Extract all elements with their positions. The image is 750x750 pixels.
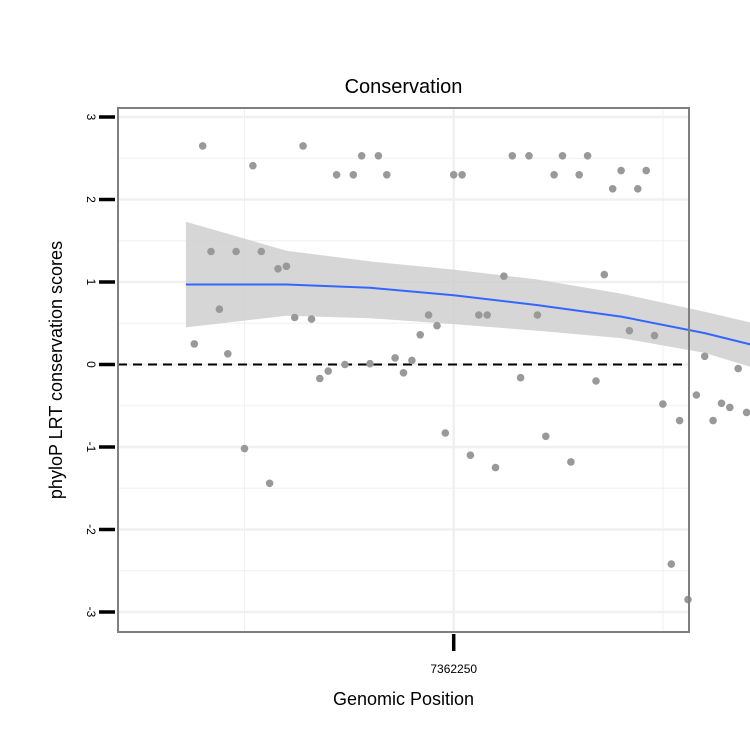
data-point bbox=[600, 270, 609, 279]
data-point bbox=[307, 315, 316, 323]
data-point bbox=[408, 356, 416, 365]
data-point bbox=[500, 272, 508, 281]
data-point bbox=[516, 373, 525, 382]
data-point bbox=[625, 326, 634, 335]
y-tick-label: 2 bbox=[84, 196, 98, 203]
data-point bbox=[249, 161, 257, 170]
data-point bbox=[416, 331, 425, 339]
data-point bbox=[383, 171, 391, 179]
confidence-band bbox=[185, 221, 750, 367]
data-point bbox=[232, 247, 240, 256]
data-point bbox=[207, 247, 215, 256]
data-point bbox=[575, 171, 583, 179]
data-point bbox=[349, 171, 358, 179]
data-point bbox=[433, 321, 441, 330]
x-tick-label: 7362250 bbox=[430, 662, 477, 676]
data-point bbox=[692, 391, 701, 399]
smooth-line-group bbox=[185, 283, 750, 346]
data-point bbox=[508, 152, 517, 160]
y-tick-label: 0 bbox=[84, 361, 98, 368]
data-point bbox=[525, 152, 533, 160]
data-point bbox=[366, 359, 374, 368]
data-point bbox=[483, 311, 492, 319]
data-point bbox=[567, 458, 575, 466]
chart-title: Conservation bbox=[345, 76, 463, 98]
data-point bbox=[449, 171, 458, 179]
data-point bbox=[458, 171, 466, 179]
data-point bbox=[399, 369, 408, 377]
data-point bbox=[357, 152, 366, 160]
data-point bbox=[726, 403, 734, 412]
data-point bbox=[290, 313, 299, 322]
y-tick-label: -1 bbox=[84, 442, 98, 453]
data-point bbox=[274, 265, 282, 273]
data-point bbox=[240, 444, 249, 453]
data-point bbox=[717, 399, 726, 408]
data-point bbox=[466, 451, 475, 460]
data-point bbox=[374, 152, 383, 160]
data-point bbox=[491, 463, 500, 472]
data-point bbox=[558, 152, 567, 160]
data-point bbox=[198, 142, 207, 150]
smooth-line bbox=[185, 283, 750, 346]
data-point bbox=[257, 247, 266, 256]
data-point bbox=[583, 152, 592, 160]
data-point bbox=[190, 340, 199, 348]
data-point bbox=[265, 479, 274, 488]
data-point bbox=[667, 560, 676, 568]
y-axis-title: phyloP LRT conservation scores bbox=[46, 241, 66, 499]
data-point bbox=[592, 377, 600, 385]
data-point bbox=[642, 166, 650, 175]
data-point bbox=[617, 166, 625, 175]
data-point bbox=[608, 185, 617, 193]
data-point bbox=[299, 142, 307, 150]
data-point bbox=[224, 350, 232, 358]
data-point bbox=[341, 360, 349, 369]
data-point bbox=[475, 311, 483, 319]
data-point bbox=[675, 416, 684, 425]
panel-border bbox=[117, 107, 690, 633]
data-point bbox=[215, 305, 224, 314]
data-point bbox=[441, 429, 450, 437]
y-tick-label: 3 bbox=[84, 114, 98, 121]
data-point bbox=[650, 331, 659, 340]
data-point bbox=[709, 416, 717, 425]
data-point bbox=[634, 185, 642, 193]
data-point bbox=[700, 352, 709, 361]
data-point bbox=[550, 171, 558, 179]
data-points-group bbox=[190, 142, 750, 604]
y-tick-label: -2 bbox=[84, 524, 98, 535]
data-point bbox=[742, 408, 750, 417]
confidence-band-group bbox=[185, 221, 750, 367]
data-point bbox=[659, 400, 667, 408]
data-point bbox=[533, 311, 542, 319]
data-point bbox=[324, 367, 333, 375]
data-point bbox=[282, 262, 291, 271]
data-point bbox=[316, 374, 324, 383]
axes-group: -3-2-10123736225073622007362150 bbox=[84, 114, 477, 676]
data-point bbox=[542, 432, 550, 441]
y-tick-label: 1 bbox=[84, 279, 98, 286]
x-axis-title: Genomic Position bbox=[333, 689, 474, 709]
y-tick-label: -3 bbox=[84, 607, 98, 618]
data-point bbox=[332, 171, 341, 179]
data-point bbox=[734, 364, 742, 373]
data-point bbox=[424, 311, 433, 319]
data-point bbox=[391, 354, 399, 362]
